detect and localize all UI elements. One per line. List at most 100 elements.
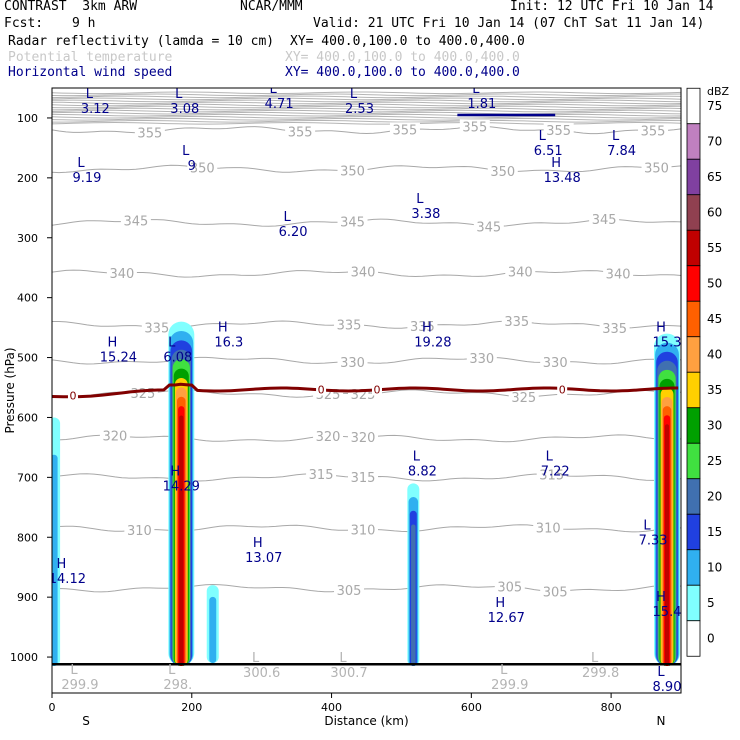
colorbar-label: 20	[707, 490, 722, 504]
colorbar-swatch	[686, 336, 701, 373]
colorbar-swatch	[686, 513, 701, 551]
plot-frame	[51, 87, 682, 694]
wind-extremum-type: H	[656, 321, 666, 336]
wind-extremum-value: 19.28	[414, 336, 451, 351]
theta-label-bg	[473, 219, 504, 234]
y-axis-title: Pressure (hPa)	[3, 347, 17, 433]
wind-extremum-type: H	[551, 156, 561, 171]
wind-extremum-value: 2.53	[345, 102, 374, 117]
theta-contour-label: 355	[546, 124, 571, 139]
colorbar-swatch	[686, 158, 701, 196]
colorbar-swatch	[686, 229, 701, 267]
theta-contour-upper	[52, 119, 681, 123]
wind-extremum-type: L	[416, 192, 424, 207]
theta-label-bg	[407, 318, 438, 333]
y-tick-label: 300	[17, 232, 38, 245]
forecast-label: Fcst:	[4, 16, 44, 31]
wind-extremum-value: 9.19	[72, 171, 101, 186]
field-name-reflectivity: Radar reflectivity (lamda = 10 cm)	[8, 34, 275, 49]
init-time: Init: 12 UTC Fri 10 Jan 14	[510, 0, 714, 14]
theta-contour-label: 355	[462, 120, 487, 135]
wind-extremum-value: 7.22	[541, 464, 570, 479]
wind-extremum-type: L	[472, 82, 480, 97]
theta-contour-label: 305	[497, 580, 522, 595]
theta-contour-label: 305	[337, 584, 362, 599]
freezing-level-label: 0	[318, 384, 325, 397]
theta-label-bg	[533, 520, 564, 535]
field-xy-theta: XY= 400.0,100.0 to 400.0,400.0	[285, 50, 520, 65]
wind-extremum-value: 13.48	[544, 171, 581, 186]
theta-contour-label: 350	[490, 165, 515, 180]
wind-extremum-value: 14.29	[163, 479, 200, 494]
theta-contour-label: 315	[539, 469, 564, 484]
theta-contour-upper	[52, 109, 681, 113]
theta-contour-label: 315	[309, 468, 334, 483]
theta-label-bg	[459, 119, 490, 134]
wind-extremum-type: L	[283, 210, 291, 225]
theta-label-bg	[389, 122, 420, 137]
colorbar-label: 55	[707, 241, 722, 255]
theta-contour-label: 330	[469, 352, 494, 367]
wind-extremum-type: L	[182, 144, 190, 159]
theta-label-bg	[494, 579, 525, 594]
theta-extremum-value: 299.8	[582, 666, 619, 681]
colorbar-label: 5	[707, 596, 715, 610]
wind-extremum-type: H	[495, 596, 505, 611]
theta-contour-upper	[52, 103, 681, 107]
theta-label-bg	[348, 469, 379, 484]
theta-contour-upper	[52, 105, 681, 109]
wind-extremum-value: 4.71	[265, 97, 294, 112]
colorbar-label: 40	[707, 348, 722, 362]
field-name-theta: Potential temperature	[8, 50, 173, 65]
theta-contour-upper	[52, 111, 681, 115]
colorbar-swatch	[686, 123, 701, 160]
theta-label-bg	[313, 428, 344, 443]
theta-contour-label: 335	[410, 320, 435, 335]
y-tick-label: 900	[17, 591, 38, 604]
colorbar-label: 70	[707, 135, 722, 149]
theta-extremum-value: 300.6	[243, 666, 280, 681]
theta-label-bg	[306, 467, 337, 482]
theta-contour-label: 330	[340, 356, 365, 371]
freezing-label-bg	[316, 383, 327, 396]
freezing-label-bg	[557, 383, 568, 396]
theta-contour-upper	[52, 99, 681, 103]
wind-extremum-value: 7.33	[639, 533, 668, 548]
wind-extremum-type: H	[253, 536, 263, 551]
theta-contour-label: 345	[340, 216, 365, 231]
wind-extremum-type: H	[218, 321, 228, 336]
colorbar-label: 10	[707, 561, 722, 575]
theta-contour-label: 315	[351, 471, 376, 486]
y-tick-label: 400	[17, 292, 38, 305]
theta-contour-upper	[52, 107, 681, 111]
wind-extremum-value: 15.4	[653, 605, 682, 620]
wind-extremum-value: 3.12	[81, 102, 110, 117]
wind-extremum-type: L	[539, 129, 547, 144]
theta-contour-upper	[52, 95, 681, 99]
wind-extremum-type: L	[546, 449, 554, 464]
wind-extremum-value: 6.51	[534, 144, 563, 159]
wind-extremum-value: 8.82	[408, 464, 437, 479]
theta-contour-label: 345	[476, 220, 501, 235]
theta-contour-label: 355	[641, 124, 666, 139]
theta-contour-label: 340	[351, 265, 376, 280]
theta-extremum-value: 298.	[163, 678, 192, 693]
theta-contour-upper	[52, 93, 681, 97]
freezing-label-bg	[371, 383, 382, 396]
theta-contour-label: 335	[504, 315, 529, 330]
theta-label-bg	[134, 125, 165, 140]
theta-contour-label: 325	[511, 391, 536, 406]
theta-contour-upper	[52, 91, 681, 95]
theta-contour-label: 340	[109, 267, 134, 282]
wind-extremum-type: L	[168, 336, 176, 351]
theta-label-bg	[348, 264, 379, 279]
theta-label-bg	[599, 320, 630, 335]
y-tick-label: 500	[17, 352, 38, 365]
theta-contour-label: 355	[288, 125, 313, 140]
theta-extremum-type: L	[252, 651, 260, 666]
theta-contour-label: 310	[127, 524, 152, 539]
theta-label-bg	[466, 350, 497, 365]
freezing-level-label: 0	[69, 390, 76, 403]
theta-label-bg	[120, 213, 151, 228]
wind-extremum-value: 7.84	[607, 144, 636, 159]
